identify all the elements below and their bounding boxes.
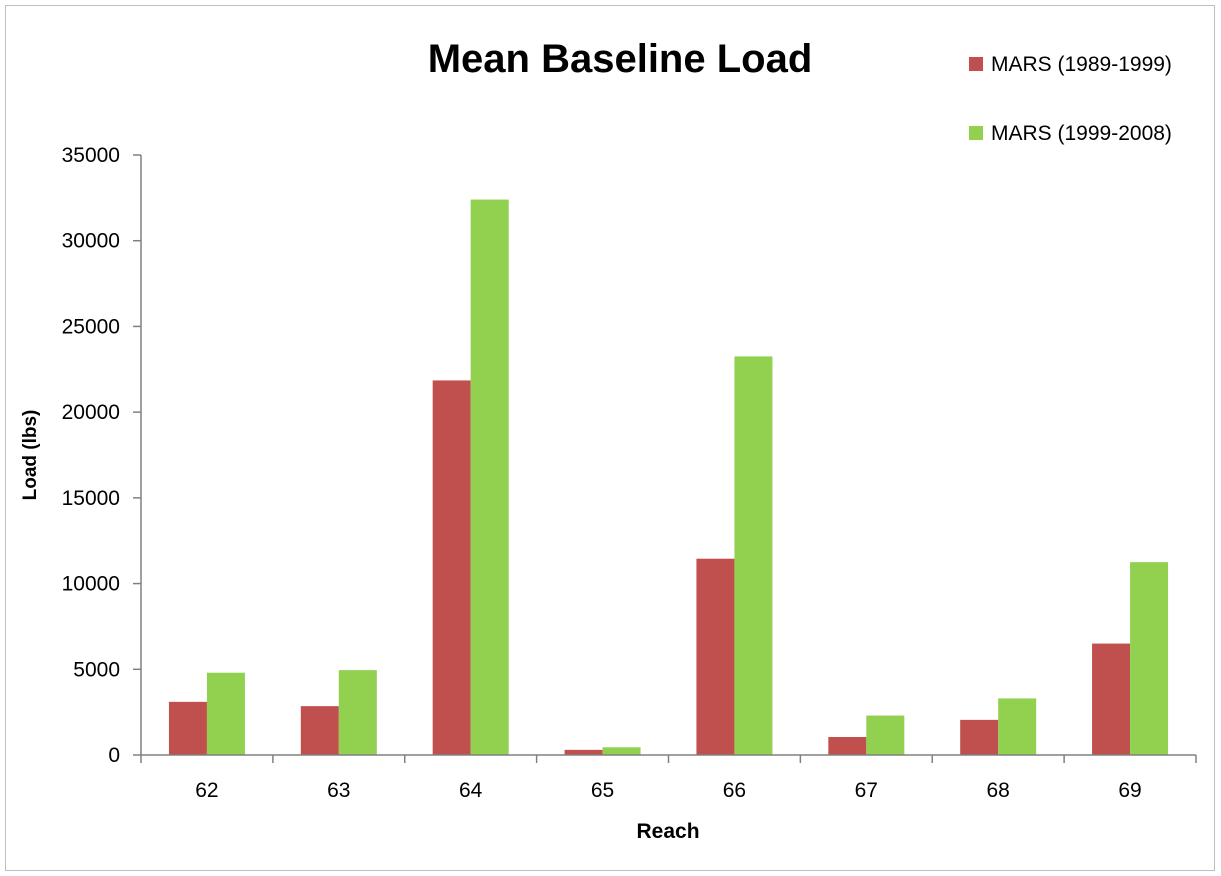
y-tick-label-0: 0 (108, 744, 120, 767)
bar-64-series-1 (432, 380, 471, 755)
x-axis: 62 63 64 65 66 67 68 69 (140, 754, 1197, 802)
x-tick-label-63: 63 (327, 779, 350, 802)
y-tick-label-25000: 25000 (62, 315, 120, 338)
x-tick-label-64: 64 (459, 779, 483, 802)
x-tick-label-65: 65 (591, 779, 614, 802)
bar-68-series-1 (960, 719, 999, 755)
bar-65-series-2 (602, 747, 641, 755)
y-tick-label-15000: 15000 (62, 487, 120, 510)
bar-64-series-2 (470, 199, 509, 756)
bar-66-series-1 (696, 558, 735, 755)
legend-swatch-series-1 (969, 57, 983, 71)
bar-67-series-2 (866, 715, 905, 755)
legend: MARS (1989-1999) MARS (1999-2008) (969, 53, 1172, 145)
bar-67-series-1 (828, 737, 867, 755)
y-tick-label-20000: 20000 (62, 401, 120, 424)
bar-69-series-2 (1130, 562, 1169, 755)
x-tick-label-68: 68 (987, 779, 1010, 802)
y-tick-label-30000: 30000 (62, 230, 120, 253)
x-tick-label-69: 69 (1118, 779, 1141, 802)
bar-62-series-1 (168, 701, 207, 755)
x-tick-label-66: 66 (723, 779, 746, 802)
y-tick-label-10000: 10000 (62, 573, 120, 596)
bar-62-series-2 (206, 672, 245, 755)
bars-group (168, 199, 1169, 756)
x-tick-label-62: 62 (195, 779, 218, 802)
bar-65-series-1 (564, 749, 603, 755)
bar-66-series-2 (734, 356, 773, 755)
x-tick-label-67: 67 (855, 779, 878, 802)
bar-63-series-1 (300, 706, 339, 755)
chart-title: Mean Baseline Load (428, 37, 813, 81)
y-tick-label-35000: 35000 (62, 144, 120, 167)
y-axis-label: Load (lbs) (20, 410, 41, 501)
y-axis: 0 5000 10000 15000 20000 25000 30000 35000 (62, 144, 142, 767)
legend-label-series-1: MARS (1989-1999) (991, 53, 1172, 76)
legend-label-series-2: MARS (1999-2008) (991, 122, 1172, 145)
legend-swatch-series-2 (969, 126, 983, 140)
bar-68-series-2 (998, 698, 1037, 755)
bar-69-series-1 (1092, 643, 1131, 755)
x-axis-label: Reach (636, 820, 699, 843)
bar-63-series-2 (338, 670, 377, 755)
y-tick-label-5000: 5000 (73, 658, 120, 681)
